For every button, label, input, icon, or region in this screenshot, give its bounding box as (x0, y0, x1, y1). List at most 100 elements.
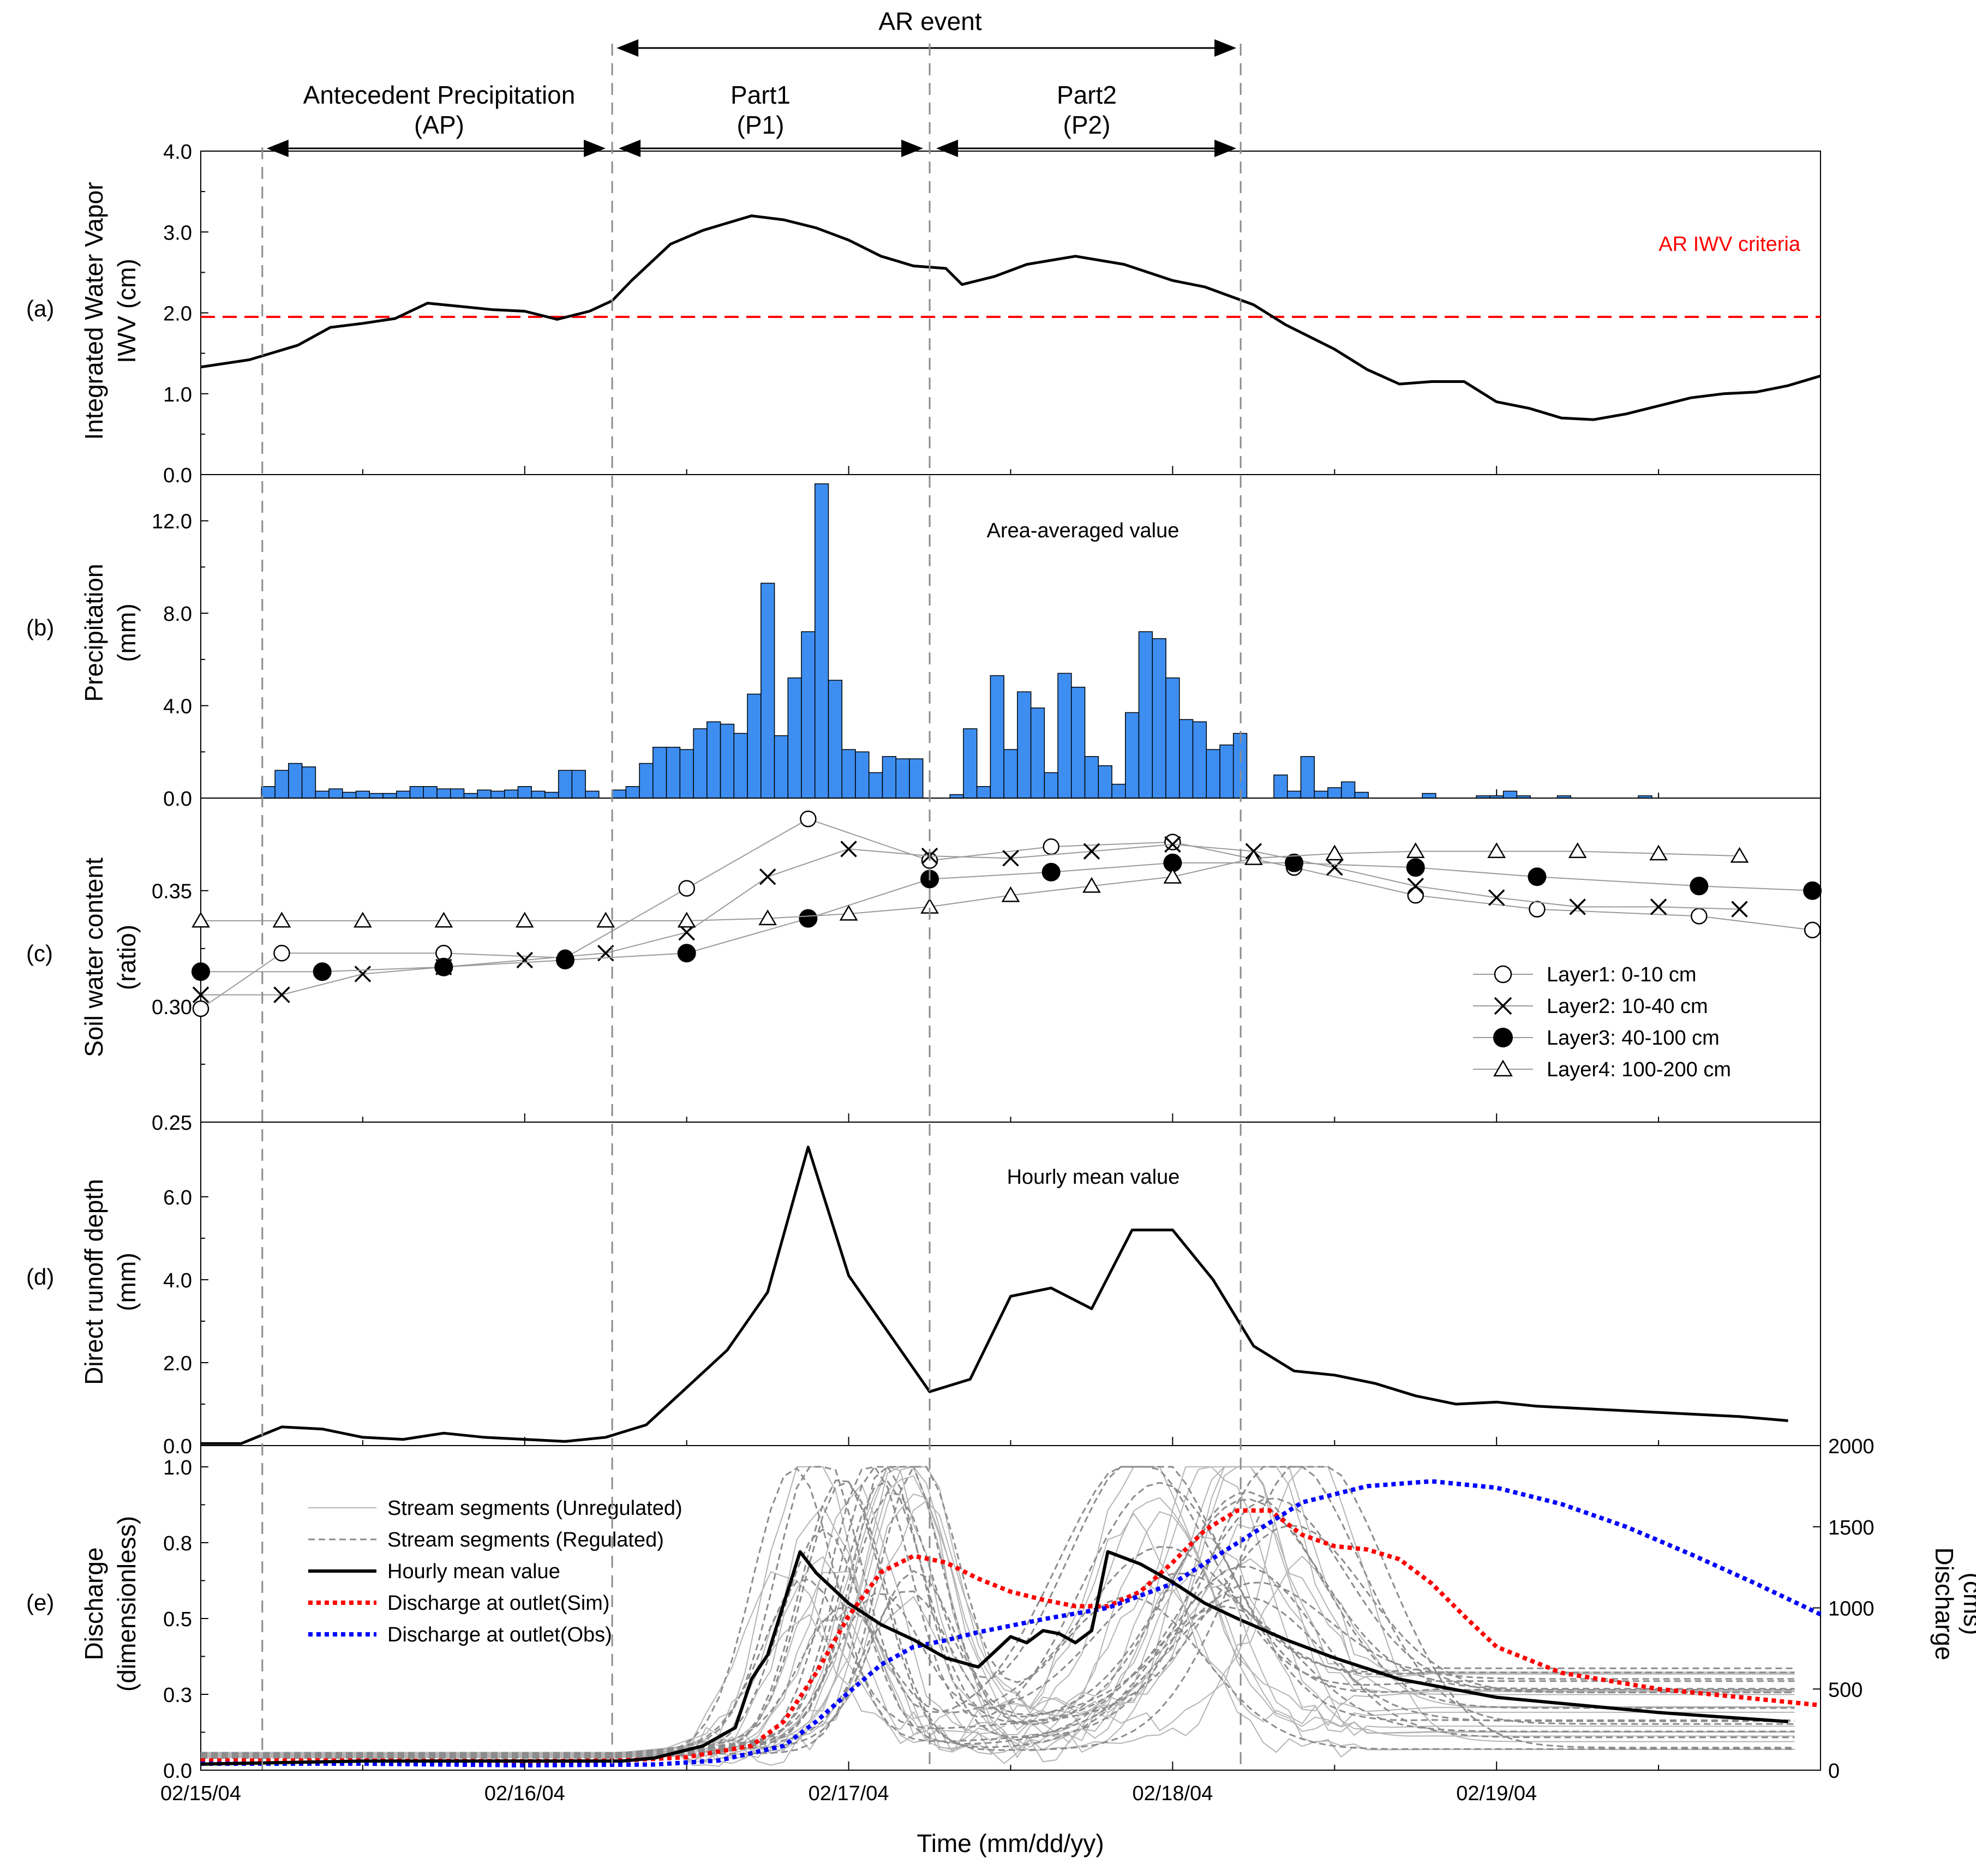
panel-e-discharge: 0.0 0.3 0.5 0.8 1.0 0 500 1000 1500 2000 Stream se… (163, 1435, 1874, 1783)
precip-bar (693, 728, 708, 799)
event-boundary-lines (261, 44, 1242, 1770)
time-tick-label: 02/18/04 (1132, 1782, 1213, 1805)
event-annotations: AR event Antecedent Precipitation (AP) P… (266, 7, 1237, 157)
soil-layer-3-point (1285, 853, 1304, 872)
p2-label-line2: (P2) (1063, 111, 1111, 139)
soil-layer-4-point (1568, 842, 1587, 859)
legend-text: Discharge at outlet(Sim) (387, 1592, 610, 1615)
soil-layer-1-point (273, 945, 290, 962)
iwv-line (200, 214, 1821, 421)
precip-bar (288, 763, 303, 799)
soil-layer-2-point (840, 841, 857, 858)
precip-bar (855, 751, 870, 799)
precip-bar (814, 483, 829, 799)
precip-bar (868, 772, 883, 799)
soil-layer-1-point (1529, 901, 1546, 918)
precip-bar (1286, 790, 1302, 799)
ap-arrow-head-left (266, 140, 289, 157)
precip-bar (1125, 712, 1140, 799)
precip-bar (1071, 686, 1086, 799)
hourly-mean-line (200, 1550, 1788, 1766)
panel-b-ytick-label: 0.0 (163, 788, 192, 811)
precip-bar (1300, 756, 1315, 799)
precip-bar (315, 790, 330, 799)
precip-bar (477, 789, 492, 799)
panel-b-ytick-label: 12.0 (152, 511, 192, 534)
precip-bar (895, 758, 910, 799)
regulated-segment-line (201, 1479, 1795, 1758)
panel-d-annotation: Hourly mean value (1007, 1166, 1180, 1189)
soil-layer-4-point (272, 912, 291, 928)
soil-layer-2-point (273, 986, 290, 1003)
precip-bar (1219, 744, 1234, 799)
panel-d-label: (d) (26, 1264, 54, 1290)
precip-bar (396, 790, 411, 799)
panel-e-y2tick-label: 2000 (1828, 1435, 1875, 1458)
legend-marker (1494, 965, 1512, 984)
precip-bar (625, 786, 640, 799)
time-axis-ticks: 02/15/04 02/16/04 02/17/04 02/18/04 02/19/04 (160, 1782, 1537, 1805)
precip-bar (1098, 765, 1112, 799)
legend-text: Stream segments (Unregulated) (387, 1497, 682, 1520)
precip-bar (733, 733, 748, 799)
panel-d-ylabel1: Direct runoff depth (80, 1179, 108, 1385)
soil-layer-4-point (1487, 842, 1506, 859)
soil-layer-4-point (1649, 844, 1668, 861)
panel-d-ytick-label: 4.0 (163, 1269, 192, 1292)
panel-b-labels: (b) Precipitation (mm) Area-averaged val… (26, 519, 1179, 702)
precip-bar (382, 793, 397, 799)
precip-bar (436, 788, 451, 799)
regulated-segment-line (201, 1466, 1795, 1758)
regulated-segment-line (201, 1524, 1795, 1754)
legend-text: Layer2: 10-40 cm (1547, 995, 1708, 1018)
panel-e-ylabel1: Discharge (80, 1547, 108, 1660)
soil-layer-2-point (1407, 877, 1424, 895)
p1-arrow-head-right (901, 140, 924, 157)
legend-text: Layer3: 40-100 cm (1547, 1027, 1720, 1050)
precip-bar (261, 786, 276, 799)
soil-layer-4-point (1082, 877, 1101, 893)
panel-e-y2tick-label: 500 (1828, 1679, 1863, 1701)
soil-layer-4-point (1163, 867, 1182, 884)
soil-layer-4-point (596, 912, 615, 928)
precip-bar (1314, 790, 1328, 799)
panel-c-ylabel1: Soil water content (80, 858, 108, 1057)
precip-bar (531, 790, 546, 799)
precip-bar (963, 728, 978, 799)
precip-bar (1273, 774, 1288, 799)
precip-bar (720, 723, 735, 799)
panel-e-labels: (e) Discharge (dimensionless) Discharge … (26, 1516, 1976, 1692)
soil-layer-4-point (354, 912, 372, 928)
panel-b-ytick-label: 4.0 (163, 696, 192, 718)
precip-bar (504, 789, 519, 799)
precip-bar (585, 790, 600, 799)
soil-layer-4-point (191, 912, 210, 928)
panel-b-ylabel2: (mm) (112, 603, 141, 662)
panel-a-frame (200, 151, 1821, 475)
panel-a-label: (a) (26, 296, 54, 321)
precip-bar (1003, 749, 1018, 799)
soil-layer-4-point (677, 912, 696, 928)
soil-layer-3-point (1690, 877, 1709, 896)
panel-e-ylabel-right1: Discharge (1930, 1547, 1959, 1660)
panel-e-y2tick-label: 1500 (1828, 1517, 1875, 1539)
precip-bar (990, 675, 1004, 799)
ar-event-arrow-head-right (1214, 39, 1237, 57)
soil-layer-1-point (1043, 838, 1059, 855)
precip-bar (490, 790, 505, 799)
precip-bar (301, 766, 316, 799)
panel-e-ylabel-right2: (cms) (1959, 1573, 1976, 1635)
soil-layer-2-point (1164, 836, 1181, 853)
precip-bar (882, 756, 897, 799)
precip-bar (1354, 792, 1369, 799)
panel-c-ylabel2: (ratio) (112, 925, 141, 990)
panel-e-y2tick-label: 1000 (1828, 1598, 1875, 1621)
panel-a-labels: (a) Integrated Water Vapor IWV (cm) (26, 182, 141, 440)
panel-d-ytick-label: 0.0 (163, 1435, 192, 1458)
soil-layer-1-point (1407, 886, 1424, 904)
precip-bar (1057, 673, 1072, 799)
precip-bar (1232, 733, 1248, 799)
soil-layer-3-line (201, 862, 1813, 973)
time-tick-label: 02/17/04 (809, 1782, 889, 1805)
precip-bar (1084, 756, 1099, 799)
